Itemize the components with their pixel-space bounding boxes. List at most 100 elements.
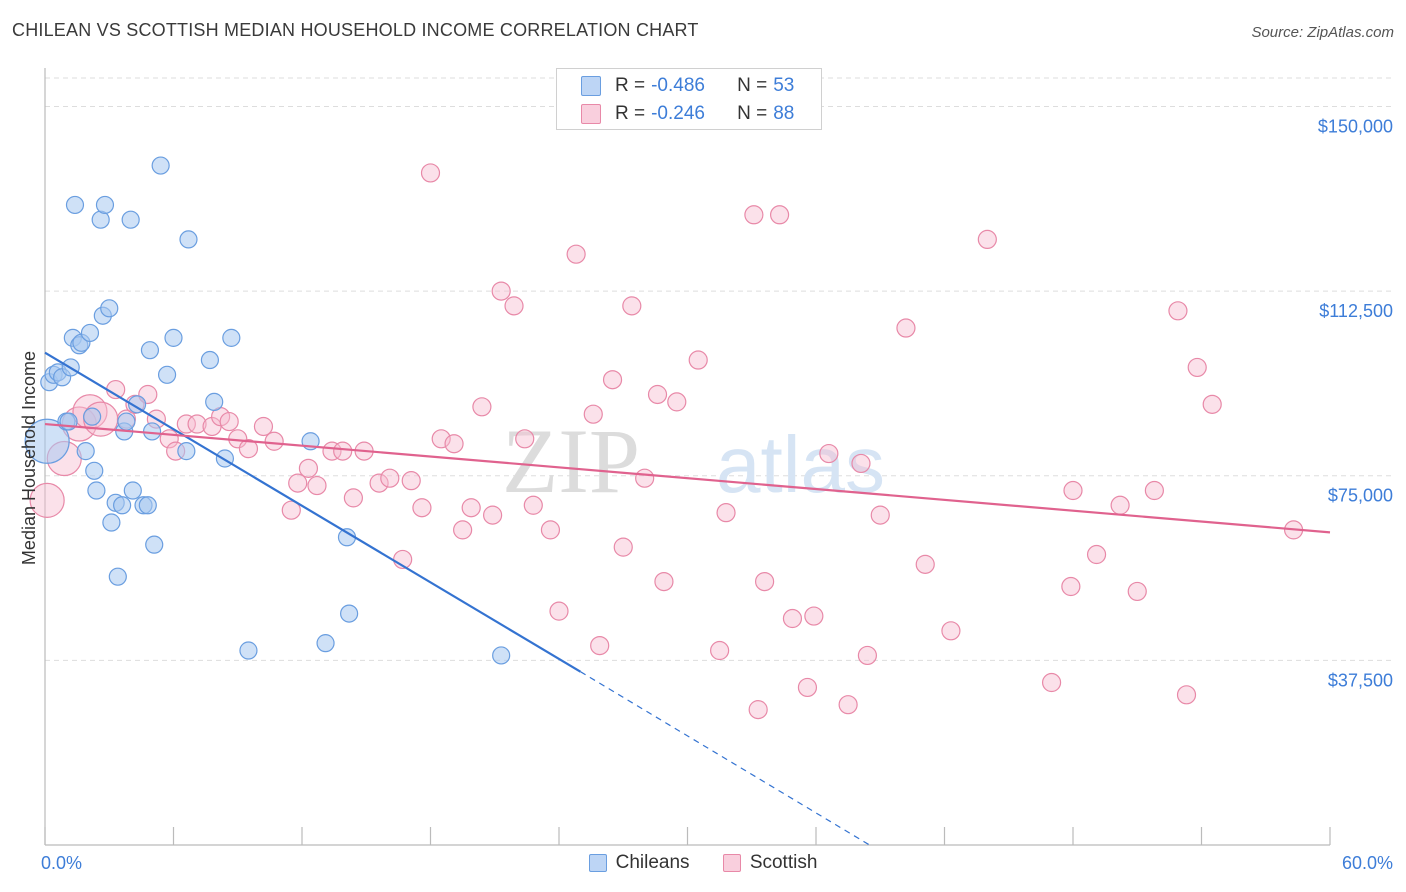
scottish-point: [453, 520, 473, 540]
y-tick-label: $150,000: [1318, 116, 1393, 136]
watermark-atlas: atlas: [716, 420, 885, 509]
scottish-legend-label: Scottish: [749, 852, 818, 873]
chileans-point: [142, 422, 162, 441]
chileans-point: [83, 407, 102, 426]
scottish-point: [851, 453, 871, 474]
scottish-point: [380, 468, 400, 488]
chileans-point: [117, 412, 136, 431]
scottish-point: [483, 505, 503, 525]
correlation-legend: R = -0.486 N = 53 R = -0.246 N = 88: [556, 68, 822, 130]
chileans-swatch: [581, 76, 601, 96]
scottish-point: [187, 414, 207, 434]
scottish-point: [838, 695, 858, 715]
scottish-point: [307, 475, 327, 496]
scottish-point: [515, 429, 535, 449]
scottish-point: [622, 296, 642, 316]
scottish-point: [343, 488, 363, 508]
chileans-point: [151, 156, 170, 175]
chileans-point: [95, 195, 115, 215]
chileans-point: [140, 341, 160, 360]
chileans-point: [316, 634, 335, 653]
scottish-point: [716, 503, 736, 523]
scottish-point: [1061, 576, 1081, 597]
scottish-point: [264, 431, 284, 451]
chart-title: CHILEAN VS SCOTTISH MEDIAN HOUSEHOLD INC…: [12, 20, 699, 40]
scottish-point: [1176, 685, 1197, 705]
scottish-point: [1063, 480, 1083, 501]
scottish-point: [941, 621, 961, 641]
scottish-point: [461, 498, 481, 518]
chileans-point: [177, 442, 196, 461]
chileans-point: [85, 461, 104, 480]
scottish-point: [1127, 581, 1147, 602]
scottish-trend-line: [44, 422, 1331, 534]
scottish-point: [238, 439, 259, 459]
legend-item-chileans[interactable]: Chileans: [588, 852, 690, 874]
scottish-point: [412, 498, 432, 518]
scottish-point: [401, 471, 421, 491]
chileans-point: [76, 442, 95, 461]
legend-r-label: R =: [615, 75, 646, 96]
chileans-point: [127, 395, 147, 414]
scottish-swatch: [581, 104, 601, 124]
scottish-point: [688, 350, 708, 370]
chileans-point: [121, 210, 140, 229]
scottish-point: [667, 392, 687, 412]
scottish-point: [857, 645, 878, 666]
y-tick-label: $112,500: [1319, 301, 1393, 321]
scottish-point: [804, 606, 824, 626]
series-legend: Chileans Scottish: [0, 852, 1406, 878]
scottish-point: [420, 163, 441, 183]
chileans-point: [205, 392, 224, 411]
chileans-legend-swatch: [588, 854, 607, 872]
chileans-point: [24, 418, 70, 464]
chileans-point: [80, 323, 100, 343]
chileans-trend-extension: [580, 671, 870, 846]
scottish-point: [647, 384, 668, 405]
chileans-point: [179, 230, 198, 249]
scottish-point: [654, 571, 674, 592]
chileans-point: [200, 350, 220, 370]
scottish-point: [491, 281, 511, 301]
scottish-point: [782, 608, 803, 629]
scottish-point: [977, 229, 997, 250]
legend-r-label: R =: [615, 103, 646, 124]
scottish-point: [769, 205, 790, 225]
scottish-point: [540, 520, 561, 540]
scottish-point: [431, 429, 451, 449]
scottish-point: [748, 700, 768, 720]
scottish-point: [444, 434, 464, 454]
scottish-point: [288, 473, 308, 493]
chileans-point: [239, 641, 258, 660]
scottish-point: [176, 414, 196, 434]
chileans-point: [222, 328, 241, 347]
chileans-point: [100, 299, 119, 318]
scottish-point: [219, 411, 239, 432]
scottish-point: [583, 404, 603, 424]
scottish-point: [504, 296, 524, 316]
legend-n-label: N =: [737, 75, 768, 96]
legend-row-chileans: R = -0.486 N = 53: [581, 73, 794, 99]
scottish-point: [281, 500, 301, 520]
scottish-point: [797, 677, 818, 698]
legend-item-scottish[interactable]: Scottish: [722, 852, 818, 874]
scottish-point: [472, 397, 492, 417]
chileans-point: [108, 567, 127, 586]
chileans-point: [340, 604, 359, 623]
scottish-point: [915, 554, 935, 574]
chileans-point: [112, 496, 132, 515]
legend-n-label: N =: [737, 103, 768, 124]
scottish-point: [523, 495, 543, 515]
chileans-point: [102, 513, 121, 532]
watermark-zip: ZIP: [502, 410, 640, 512]
scottish-point: [602, 370, 623, 390]
scottish-point: [1086, 544, 1107, 565]
chileans-point: [65, 195, 85, 215]
scottish-point: [1168, 301, 1188, 321]
zipatlas-watermark: ZIP atlas: [502, 410, 885, 512]
chileans-point: [138, 496, 157, 515]
chileans-point: [157, 365, 177, 384]
scottish-point: [369, 473, 389, 493]
scottish-point: [710, 640, 730, 661]
